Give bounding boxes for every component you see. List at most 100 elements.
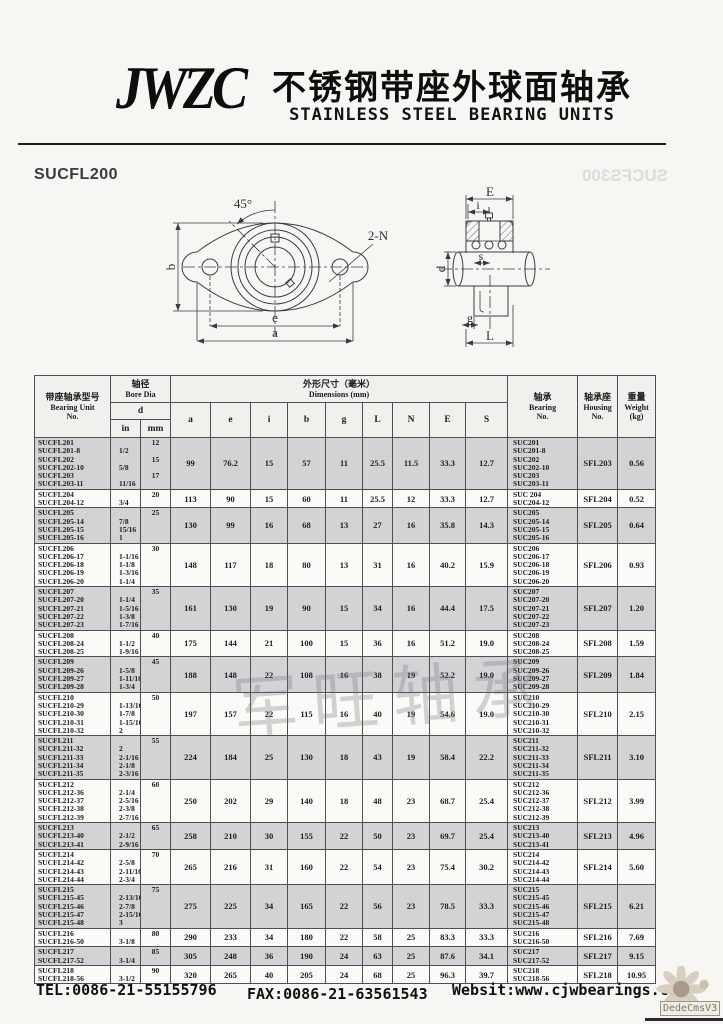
weight-cell: 2.15 — [617, 691, 657, 737]
model-no: SUCFL215-46 — [38, 901, 84, 911]
bore-in-value: 1-5/8 — [119, 665, 135, 675]
col-header-bore: 轴径 Bore Dia — [109, 375, 172, 403]
bearing-no-cell: SUC201 SUC201-8 SUC202 SUC202-10 SUC203 SUC20… — [507, 437, 579, 490]
dimension-value-cell: 27 — [362, 507, 394, 544]
bore-in-value: 2-7/8 — [119, 901, 135, 911]
bearing-no: SUC205-16 — [513, 533, 550, 543]
bore-mm-cell: 75 — [139, 884, 172, 929]
dimension-value-cell: 25 — [250, 735, 289, 780]
footer-tel: TEL:0086-21-55155796 — [36, 981, 217, 999]
bore-mm-cell: 40 — [139, 629, 172, 658]
model-no: SUCFL205 — [38, 508, 74, 518]
model-no: SUCFL210-32 — [38, 725, 84, 735]
dimension-value-cell: 68 — [287, 507, 327, 544]
bearing-no: SUC215-45 — [513, 893, 550, 903]
model-no: SUCFL207-20 — [38, 595, 84, 605]
model-no: SUCFL216 — [38, 928, 74, 938]
dimension-lines — [444, 195, 514, 347]
dimension-value-cell: 17.5 — [465, 586, 509, 631]
bore-header-cn: 轴径 — [131, 379, 150, 389]
bearing-no-cell: SUC207 SUC207-20 SUC207-21 SUC207-22 SUC207-… — [507, 586, 579, 631]
weight-cell: 3.10 — [617, 735, 657, 780]
bore-in-value: 2-15/16 — [119, 910, 141, 920]
model-no: SUCFL213-41 — [38, 839, 84, 849]
label-i: i — [476, 198, 480, 212]
bearing-no: SUC207 — [513, 587, 540, 597]
dimension-value-cell: 68 — [362, 964, 394, 985]
dimension-value-cell: 202 — [210, 778, 252, 824]
unit-header-en: Bearing Unit — [50, 403, 95, 412]
bearing-no-cell: SUC209 SUC209-26 SUC209-27 SUC209-28 — [507, 656, 579, 693]
dimension-value-cell: 233 — [210, 927, 252, 948]
dimension-value-cell: 16 — [325, 656, 364, 693]
dimension-value-cell: 16 — [392, 507, 431, 544]
header-row-2: d a e i b g L N E S — [35, 402, 656, 438]
dimension-value-cell: 25 — [392, 927, 431, 948]
model-cell: SUCFL216 SUCFL216-50 — [34, 927, 111, 948]
model-cell: SUCFL207 SUCFL207-20 SUCFL207-21 SUCFL207-2… — [34, 586, 111, 631]
dimension-value-cell: 210 — [210, 822, 252, 850]
dim-col-E: E — [429, 402, 467, 438]
bearing-no: SUC208-24 — [513, 638, 550, 648]
bearing-no-cell: SUC210 SUC210-29 SUC210-30 SUC210-31 SUC210-… — [507, 691, 579, 737]
weight-cell: 0.52 — [617, 488, 657, 509]
model-cell: SUCFL206 SUCFL206-17 SUCFL206-18 SUCFL206-1… — [34, 542, 111, 588]
model-no: SUCFL207 — [38, 587, 74, 597]
model-no: SUCFL211-35 — [38, 769, 84, 779]
model-no: SUCFL212-36 — [38, 787, 84, 797]
bore-in-value: 1-3/16 — [119, 568, 139, 578]
model-no: SUCFL213 — [38, 823, 74, 833]
bearing-no: SUC205-15 — [513, 524, 550, 534]
dimension-value-cell: 56 — [362, 884, 394, 929]
dimension-value-cell: 33.3 — [429, 437, 467, 490]
dimension-value-cell: 15 — [250, 488, 289, 509]
bearing-no: SUC212-36 — [513, 787, 550, 797]
model-cell: SUCFL201 SUCFL201-8 SUCFL202 SUCFL202-10 SUC… — [34, 437, 111, 490]
col-header-bearing: 轴承 Bearing No. — [507, 375, 579, 438]
model-no: SUCFL214-43 — [38, 866, 84, 876]
bore-mm-value: 60 — [151, 779, 160, 789]
housing-no-cell: SFL203 — [577, 437, 619, 490]
bore-in-cell: 1-1/16 1-1/8 1-3/16 1-1/4 — [110, 542, 141, 588]
dimension-value-cell: 34 — [250, 884, 289, 929]
dimension-value-cell: 305 — [170, 946, 212, 966]
bearing-no-cell: SUC216 SUC216-50 — [507, 927, 579, 948]
label-2n: 2-N — [368, 228, 389, 243]
dimension-value-cell: 155 — [287, 822, 327, 850]
dimension-value-cell: 250 — [170, 778, 212, 824]
dimension-value-cell: 16 — [325, 691, 364, 737]
bore-mm-value — [142, 957, 170, 965]
model-cell: SUCFL213 SUCFL213-40 SUCFL213-41 — [34, 822, 111, 850]
housing-no-cell: SFL217 — [577, 946, 619, 966]
model-no: SUCFL214-42 — [38, 858, 84, 868]
model-no: SUCFL201 — [38, 438, 74, 447]
bore-in-value: 1-1/4 — [119, 576, 135, 586]
dimension-value-cell: 12.7 — [465, 488, 509, 509]
dimension-value-cell: 23 — [392, 778, 431, 824]
bore-in-cell: 3-1/4 — [110, 946, 141, 966]
dimension-value-cell: 19 — [250, 586, 289, 631]
dims-header-cn: 外形尺寸（毫米） — [303, 379, 376, 389]
bearing-no: SUC206 — [513, 543, 540, 553]
dimension-value-cell: 12 — [392, 488, 431, 509]
bearing-no: SUC206-19 — [513, 568, 550, 578]
housing-no-cell: SFL207 — [577, 586, 619, 631]
dimension-value-cell: 12.7 — [465, 437, 509, 490]
bearing-no: SUC206-18 — [513, 560, 550, 570]
dimension-value-cell: 15 — [250, 437, 289, 490]
dimension-value-cell: 25 — [392, 964, 431, 985]
dimension-value-cell: 43 — [362, 735, 394, 780]
table-group-row: SUCFL210 SUCFL210-29 SUCFL210-30 SUCFL210-3… — [34, 691, 657, 737]
bore-mm-value: 15 — [151, 454, 160, 464]
bearing-no: SUC201 — [513, 438, 540, 447]
lower-housing — [473, 286, 509, 317]
dimension-value-cell: 90 — [210, 488, 252, 509]
bearing-no: SUC215-47 — [513, 910, 550, 920]
bearing-no: SUC209-26 — [513, 665, 550, 675]
dimension-value-cell: 165 — [287, 884, 327, 929]
dimension-value-cell: 19.0 — [465, 656, 509, 693]
dimension-value-cell: 44.4 — [429, 586, 467, 631]
model-no: SUCFL214-44 — [38, 874, 84, 884]
bore-mm-value — [142, 621, 170, 629]
spec-table: 带座轴承型号 Bearing Unit No. 轴径 Bore Dia 外形尺寸… — [34, 375, 657, 985]
